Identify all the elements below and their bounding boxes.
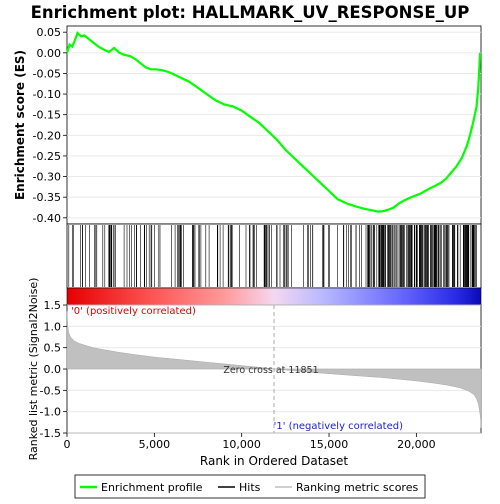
legend-item-enrichment-profile: Enrichment profile [80, 481, 203, 494]
x-tick-label: 10,000 [222, 438, 261, 451]
hits-panel [66, 223, 482, 289]
es-tick-label: -0.05 [33, 67, 61, 80]
es-tick-label: -0.35 [33, 191, 61, 204]
ranking-metric-area [66, 311, 482, 428]
es-y-axis-ticks: 0.05 0.00 -0.05 -0.10 -0.15 -0.20 -0.25 -0.30 -0… [33, 26, 67, 225]
x-tick-label: 0 [64, 438, 71, 451]
es-gridlines [67, 31, 481, 219]
metric-tick-label: -1.0 [40, 406, 61, 419]
legend-label-ranking: Ranking metric scores [296, 481, 418, 494]
es-tick-label: -0.25 [33, 150, 61, 163]
x-tick-label: 15,000 [310, 438, 349, 451]
ranked-color-bar [66, 287, 482, 306]
x-axis-label: Rank in Ordered Dataset [200, 454, 348, 468]
legend-box [74, 474, 426, 499]
hits-frame [66, 223, 482, 289]
enrichment-profile-line [65, 31, 482, 213]
es-tick-label: -0.10 [33, 88, 61, 101]
zero-cross-label: Zero cross at 11851 [223, 365, 318, 376]
es-tick-label: -0.30 [33, 171, 61, 184]
ranked-metric-panel: 1.5 1.0 0.5 0.0 -0.5 -1.0 -1.5 0 5,000 10,000 15,… [27, 278, 482, 468]
es-tick-label: 0.05 [37, 26, 62, 39]
es-tick-label: -0.20 [33, 129, 61, 142]
metric-tick-label: -0.5 [40, 384, 61, 397]
metric-tick-label: 1.0 [44, 320, 62, 333]
es-tick-label: 0.00 [37, 47, 62, 60]
metric-tick-label: -1.5 [40, 427, 61, 440]
negative-correlation-label: '1' (negatively correlated) [274, 421, 403, 432]
color-bar-strip [66, 287, 482, 306]
x-tick-label: 20,000 [397, 438, 436, 451]
legend: Enrichment profile Hits Ranking metric s… [74, 474, 426, 499]
metric-tick-label: 1.5 [44, 299, 62, 312]
legend-label-hits: Hits [239, 481, 261, 494]
hit-markers [68, 225, 477, 287]
chart-title: Enrichment plot: HALLMARK_UV_RESPONSE_UP [31, 3, 470, 22]
legend-item-hits: Hits [218, 481, 261, 494]
positive-correlation-label: '0' (positively correlated) [71, 306, 196, 317]
x-tick-label: 5,000 [139, 438, 171, 451]
metric-y-axis-label: Ranked list metric (Signal2Noise) [27, 278, 40, 461]
metric-tick-label: 0.5 [44, 342, 62, 355]
es-y-axis-label: Enrichment score (ES) [13, 50, 27, 200]
metric-y-axis-ticks: 1.5 1.0 0.5 0.0 -0.5 -1.0 -1.5 [40, 299, 67, 440]
metric-tick-label: 0.0 [44, 363, 62, 376]
es-tick-label: -0.15 [33, 109, 61, 122]
legend-label-enrichment: Enrichment profile [101, 481, 203, 494]
es-tick-label: -0.40 [33, 212, 61, 225]
x-axis-ticks: 0 5,000 10,000 15,000 20,000 [64, 433, 436, 451]
enrichment-score-panel: 0.05 0.00 -0.05 -0.10 -0.15 -0.20 -0.25 -0.30 -0… [13, 25, 482, 225]
legend-item-ranking-metric: Ranking metric scores [275, 481, 418, 494]
